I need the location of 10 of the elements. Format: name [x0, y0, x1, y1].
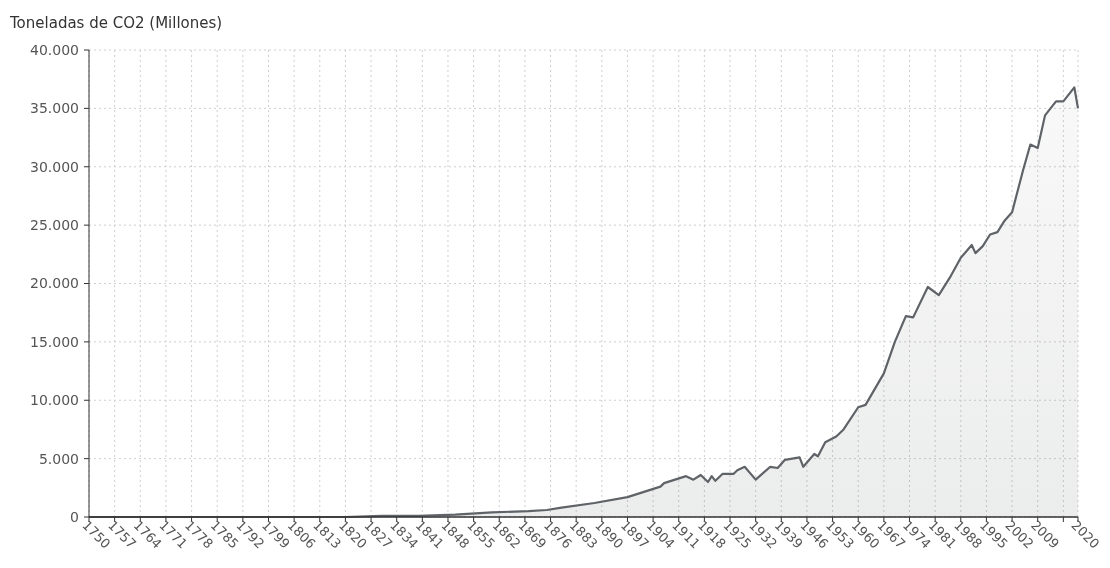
y-tick-label: 35.000: [30, 100, 79, 117]
y-tick-label: 40.000: [30, 41, 79, 58]
y-tick-label: 30.000: [30, 158, 79, 175]
y-tick-label: 10.000: [30, 392, 79, 409]
y-tick-label: 20.000: [30, 275, 79, 292]
y-tick-label: 5.000: [38, 450, 79, 467]
y-tick-label: 0: [70, 508, 79, 525]
y-tick-label: 25.000: [30, 217, 79, 234]
y-axis-title: Toneladas de CO2 (Millones): [9, 14, 223, 32]
y-tick-label: 15.000: [30, 333, 79, 350]
